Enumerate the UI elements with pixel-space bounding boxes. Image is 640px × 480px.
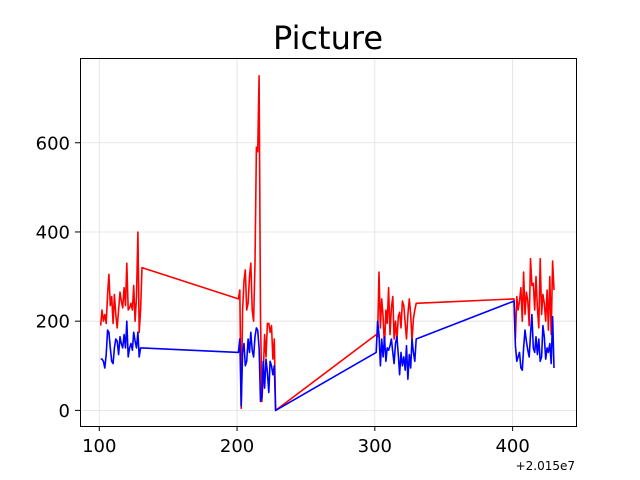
x-tick-label: 200 [220,436,254,457]
grid [80,58,576,426]
x-tick-label: 300 [358,436,392,457]
ticks: 100 200 300 400 0 200 400 600 [36,133,530,457]
x-tick-label: 100 [82,436,116,457]
plot-frame [80,58,577,427]
y-tick-label: 400 [36,222,70,243]
x-tick-label: 400 [495,436,529,457]
y-tick-label: 0 [59,401,70,422]
x-offset-label: +2.015e7 [516,459,575,473]
y-tick-label: 200 [36,312,70,333]
chart-title: Picture [273,19,383,57]
series-layer [99,75,555,412]
series-line-1 [100,300,555,412]
y-tick-label: 600 [36,133,70,154]
